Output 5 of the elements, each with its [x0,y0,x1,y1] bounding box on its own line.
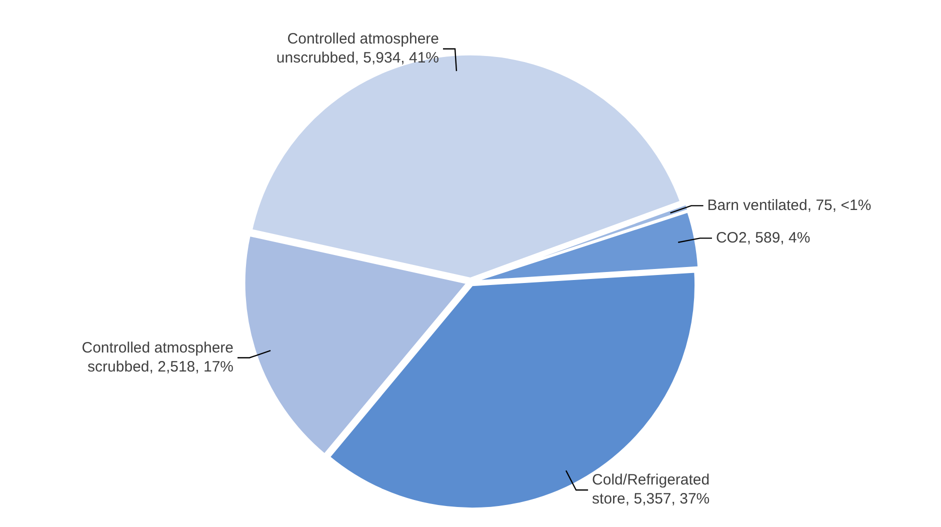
slice-label: Barn ventilated, 75, <1% [707,196,872,214]
slice-label: CO2, 589, 4% [716,229,810,246]
slice-label: Cold/Refrigerated store, 5,357, 37% [592,472,710,508]
slice-label: Controlled atmosphere scrubbed, 2,518, 17% [82,339,234,376]
slice-label: Controlled atmosphere unscrubbed, 5,934, 41% [276,30,440,67]
